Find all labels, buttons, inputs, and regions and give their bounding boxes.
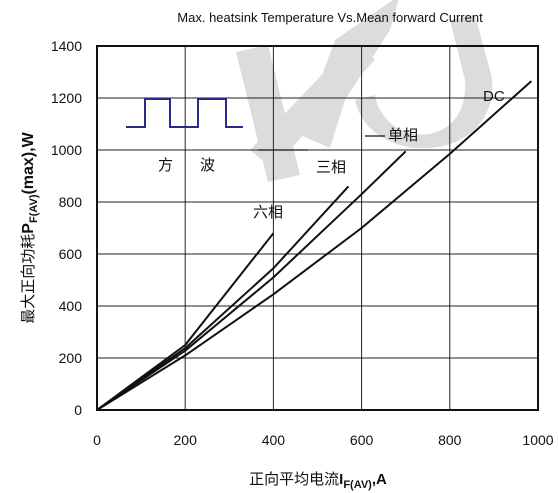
series-line-2: [96, 150, 407, 411]
x-tick-label: 600: [350, 432, 374, 448]
series-line-3: [96, 185, 350, 411]
x-axis-ticks: 0 200 400 600 800 1000: [93, 432, 554, 448]
x-tick-label: 0: [93, 432, 101, 448]
x-tick-label: 800: [438, 432, 462, 448]
y-tick-label: 600: [59, 246, 83, 262]
inset-caption-char-1: 方: [158, 156, 173, 174]
series-label-six-phase: 六相: [253, 203, 283, 221]
y-tick-label: 1000: [51, 142, 82, 158]
y-tick-label: 200: [59, 350, 83, 366]
y-tick-label: 1400: [51, 38, 82, 54]
x-tick-label: 200: [174, 432, 198, 448]
plot-frame: [96, 45, 539, 411]
series-label-single-phase: 单相: [388, 126, 418, 144]
y-tick-label: 800: [59, 194, 83, 210]
y-tick-label: 1200: [51, 90, 82, 106]
y-axis-label: 最大正向功耗PF(AV)(max),W: [19, 131, 40, 323]
square-wave-icon: [126, 98, 243, 128]
series-line-1: [96, 80, 533, 411]
series-label-dc: DC: [483, 88, 505, 105]
watermark: [236, 0, 493, 182]
x-axis-label: 正向平均电流IF(AV),A: [249, 470, 387, 491]
series-line-4: [96, 232, 275, 411]
chart-title: Max. heatsink Temperature Vs.Mean forwar…: [177, 10, 483, 25]
series-label-three-phase: 三相: [316, 158, 346, 176]
y-tick-label: 0: [74, 402, 82, 418]
inset-caption-char-2: 波: [200, 156, 215, 174]
square-wave-inset: 方 波: [126, 98, 243, 174]
x-tick-label: 1000: [522, 432, 553, 448]
x-tick-label: 400: [262, 432, 286, 448]
series-lines: [96, 80, 533, 411]
y-tick-label: 400: [59, 298, 83, 314]
y-axis-ticks: 0 200 400 600 800 1000 1200 1400: [51, 38, 82, 418]
